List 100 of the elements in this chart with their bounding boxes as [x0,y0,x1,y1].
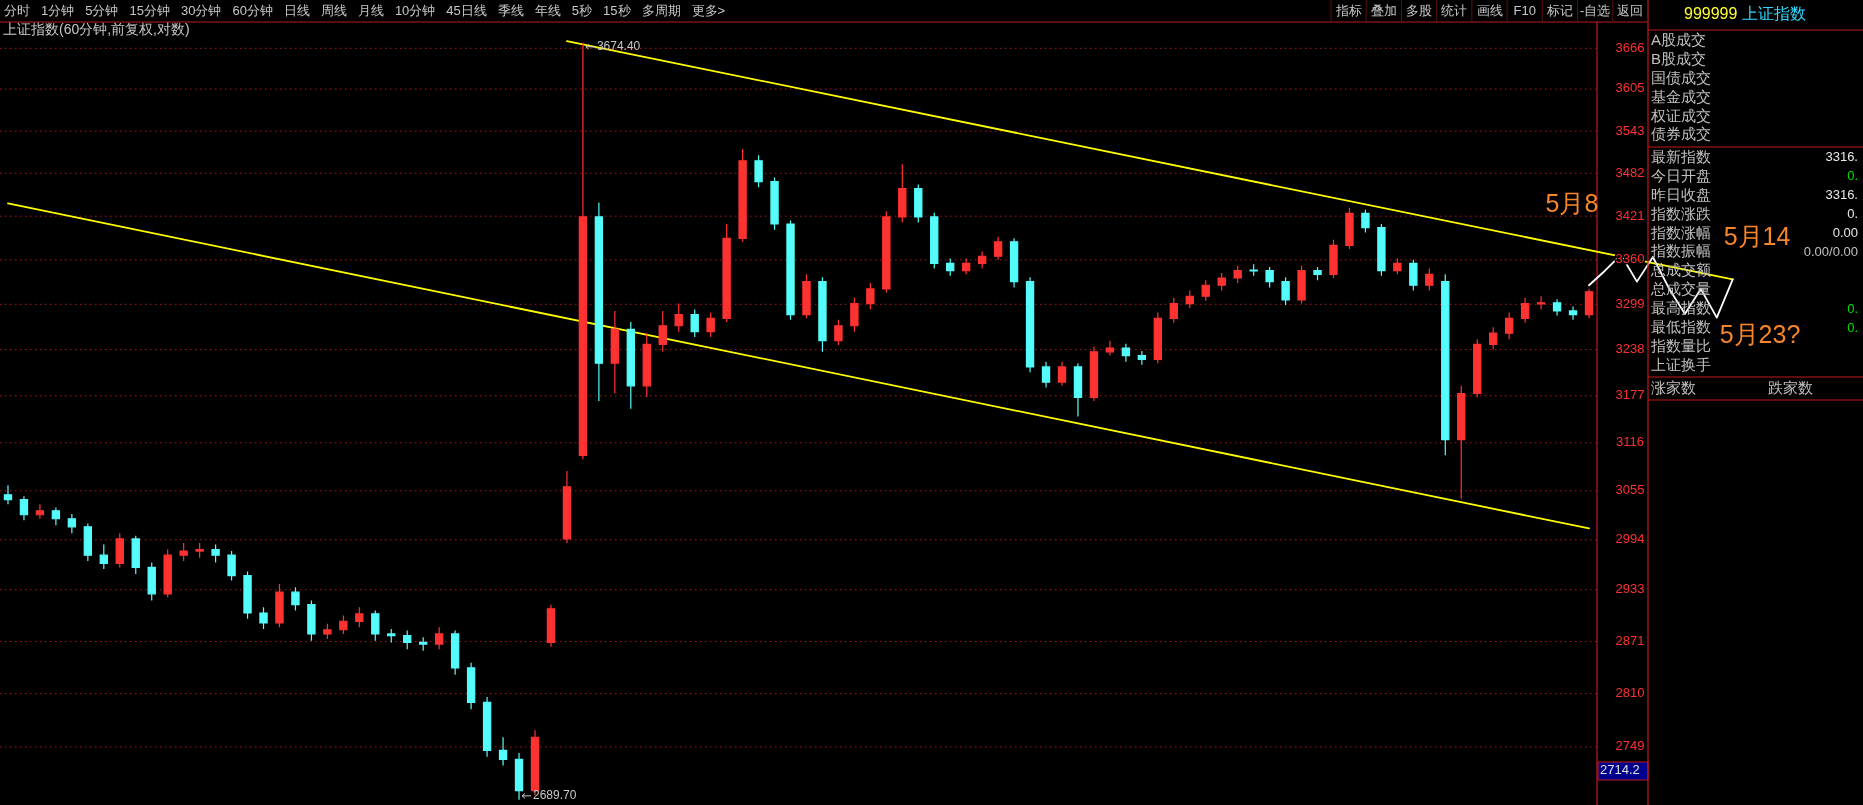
candlestick [1297,265,1306,305]
candlestick [977,250,987,270]
candlestick [1057,361,1067,387]
candlestick [914,183,923,224]
y-tick-label: 3299 [1615,295,1645,311]
candlestick [291,586,300,612]
candlestick [1201,279,1210,302]
candlestick [1073,362,1083,418]
candlestick [259,606,268,630]
candlestick [450,629,460,676]
category-label: 多周期 [641,3,681,19]
category-label: 更多> [691,3,726,19]
candlestick [498,736,508,767]
candlestick [1265,266,1274,289]
y-tick-label: 2749 [1615,738,1645,754]
category-label: 债券成交 [1651,125,1711,143]
candlestick [35,503,45,520]
text: 0. [1847,168,1858,184]
annotation: 涨家数 [1651,378,1696,396]
candlestick [1536,295,1546,311]
category-label: 权证成交 [1650,106,1711,124]
text: 0. [1847,300,1858,316]
category-label: B股成交 [1651,49,1707,67]
candlestick [1329,239,1338,279]
category-label: 基金成交 [1651,87,1711,105]
y-tick-label: 3666 [1615,39,1645,55]
candlestick [578,42,588,460]
candlestick [850,297,859,333]
candlestick [1504,311,1514,340]
category-label: 日线 [283,3,310,19]
category-label: 上证换手 [1651,355,1711,373]
chart-title: 上证指数(60分钟,前复权,对数) [3,20,190,37]
candlestick [131,535,140,575]
category-label: 月线 [357,3,384,19]
candlestick [1377,223,1386,277]
candlestick [1009,237,1019,289]
candlestick [818,276,827,353]
y-tick-label: 2994 [1615,531,1645,547]
candlestick [594,202,604,402]
text: 标记 [1545,3,1573,19]
category-label: 今日开盘 [1651,166,1711,184]
candlestick [610,310,620,395]
candlestick [99,544,108,570]
candlestick [1169,297,1178,324]
y-tick-label: 3421 [1615,207,1645,223]
candlestick [227,550,236,582]
candlestick [722,223,731,323]
text: 999999 上证指数 [1684,5,1806,23]
candlestick [387,628,396,643]
candlestick [1313,266,1322,281]
candlestick [1584,288,1594,319]
candlestick [690,308,699,338]
candlestick [163,548,172,598]
candlestick [834,319,843,346]
text: 0. [1847,319,1858,335]
candlestick [786,219,795,321]
candlestick [51,506,61,526]
y-tick-label: 2933 [1615,581,1645,597]
annotation: 3674.40 [596,38,641,53]
candlestick [1105,340,1115,357]
candlestick [1473,338,1482,398]
text: -自选 [1579,3,1611,19]
category-label: 60分钟 [232,3,273,19]
candlestick [738,148,747,243]
candlestick [1281,276,1290,306]
candlestick [1457,385,1466,500]
y-tick-label: 3238 [1615,341,1645,357]
candlestick [403,629,412,650]
category-label: 指数振幅 [1650,242,1711,260]
y-tick-label: 3605 [1615,80,1645,96]
candlestick [642,332,651,398]
candlestick [1233,265,1242,284]
candlestick [3,484,13,505]
text: 跌家数 [1768,378,1813,396]
candlestick [1489,326,1498,351]
candlestick [19,495,29,521]
category-label: 季线 [497,3,524,19]
category-label: 15分钟 [129,3,170,19]
candlestick [514,752,524,801]
text: 指标 [1334,3,1362,19]
candlestick [1568,305,1578,321]
candlestick [179,542,188,562]
text: 画线 [1476,3,1503,19]
candlestick [307,599,316,642]
candlestick [930,212,939,270]
category-label: 45日线 [446,3,487,19]
annotation: 2689.70 [533,788,577,803]
candlestick [946,257,955,277]
y-tick-label: 3482 [1615,164,1645,180]
candlestick [961,257,971,275]
y-tick-label: 3116 [1616,434,1644,450]
candlestick [1520,297,1530,324]
candlestick [1185,289,1194,309]
candlestick [1121,343,1131,363]
category-label: A股成交 [1651,30,1707,48]
candlestick [1441,273,1450,456]
category-label: 指数量比 [1650,336,1711,354]
candlestick [802,273,811,319]
candlestick [1361,209,1370,234]
text: 多股 [1406,3,1433,19]
